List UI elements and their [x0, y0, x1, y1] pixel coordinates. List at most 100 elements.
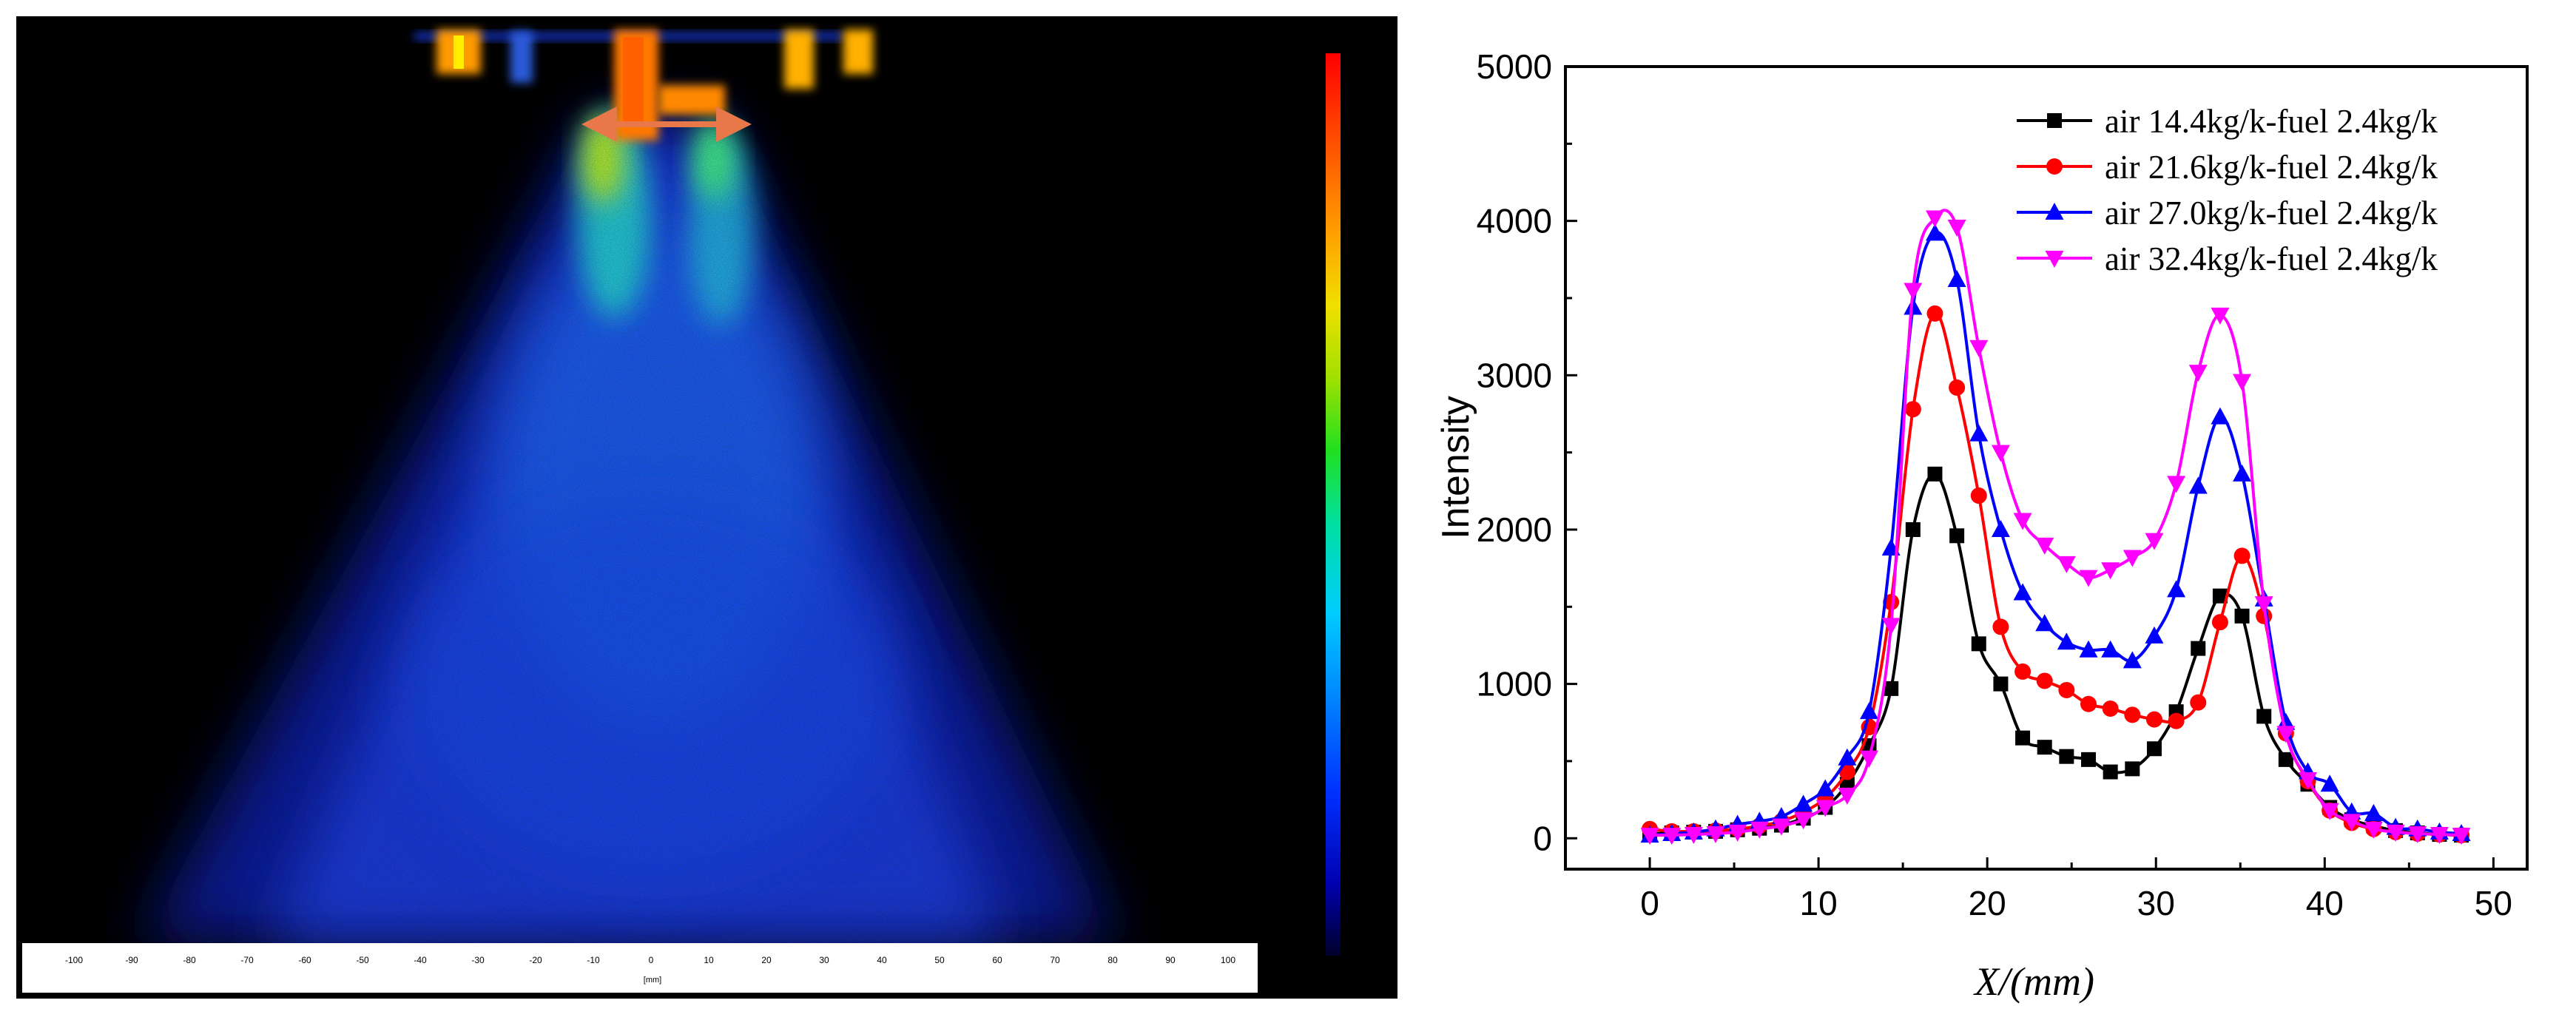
data-point — [2211, 614, 2228, 631]
image-x-tick-label: -10 — [587, 955, 600, 965]
colorbar-tick-label: 4750 — [1346, 95, 1366, 105]
data-point — [1904, 401, 1921, 418]
data-point — [2146, 741, 2162, 757]
colorbar — [1326, 53, 1341, 956]
data-point — [2386, 824, 2405, 842]
data-point — [2233, 547, 2250, 564]
data-point — [1904, 283, 1923, 300]
y-tick-label: 4000 — [1477, 202, 1552, 240]
series-2 — [1642, 305, 2470, 844]
data-point — [2101, 562, 2120, 580]
data-point — [2364, 821, 2383, 839]
data-point — [1884, 681, 1899, 696]
image-y-tick-label: -10 — [1261, 757, 1275, 768]
image-y-tick-label: 45 — [1261, 439, 1272, 449]
data-point — [1993, 676, 2009, 692]
spray-heatmap: 1151101051009590858075706560555045403530… — [22, 22, 1383, 993]
colorbar-tick-label: 1250 — [1346, 731, 1366, 741]
data-point — [1838, 748, 1857, 766]
colorbar-tick-label: 5000 — [1346, 50, 1366, 60]
image-y-tick-label: -15 — [1261, 786, 1275, 797]
data-point — [2013, 513, 2032, 530]
colorbar-tick-label: 4000 — [1346, 231, 1366, 241]
data-point — [1860, 750, 1879, 768]
intensity-line-chart: 0 10 20 30 40 50 0 1000 2000 3000 4000 5000 air 14.… — [1406, 0, 2576, 1019]
legend-marker — [2045, 203, 2064, 220]
data-point — [1750, 821, 1769, 839]
series-line — [1650, 209, 2462, 837]
image-x-tick-label: 40 — [877, 955, 887, 965]
data-point — [2276, 726, 2296, 743]
image-y-tick-label: 20 — [1261, 584, 1272, 594]
chart-legend: air 14.4kg/k-fuel 2.4kg/k air 21.6kg/k-fu… — [2017, 103, 2438, 277]
data-point — [1991, 445, 2010, 462]
data-point — [2080, 695, 2097, 712]
data-point — [2342, 814, 2361, 831]
data-point — [1925, 223, 1944, 241]
data-point — [2079, 570, 2098, 587]
colorbar-tick-label: 500 — [1346, 867, 1361, 877]
x-tick-label: 50 — [2475, 884, 2512, 922]
x-tick-label: 0 — [1640, 884, 1659, 922]
image-x-tick-label: -30 — [471, 955, 485, 965]
image-x-tick-label: 60 — [992, 955, 1002, 965]
x-tick-label: 40 — [2306, 884, 2344, 922]
colorbar-tick-label: 2500 — [1346, 504, 1366, 514]
data-point — [1969, 424, 1989, 442]
data-point — [1815, 779, 1835, 797]
data-point — [1949, 379, 1966, 396]
data-point — [2015, 730, 2031, 746]
data-point — [1969, 340, 1989, 357]
data-point — [2013, 583, 2032, 601]
image-y-tick-label: 75 — [1261, 265, 1272, 275]
data-point — [2233, 464, 2252, 482]
image-y-tick-label: -5 — [1261, 729, 1270, 739]
colorbar-ticks: 5000 4750 4500 4250 4000 3750 3500 3250 3000 2750… — [1341, 50, 1366, 922]
image-y-tick-label: -30 — [1261, 874, 1275, 884]
legend-marker — [2047, 113, 2062, 128]
image-x-tick-label: 70 — [1050, 955, 1060, 965]
data-point — [2278, 752, 2293, 767]
legend-label: air 27.0kg/k-fuel 2.4kg/k — [2105, 195, 2438, 232]
data-point — [2320, 774, 2339, 792]
x-axis-label: X/(mm) — [1973, 959, 2094, 1004]
colorbar-tick-label: 250 — [1346, 912, 1361, 922]
image-x-tick-label: 10 — [704, 955, 714, 965]
y-axis-label: Intensity — [1434, 396, 1477, 539]
data-point — [2036, 672, 2053, 689]
data-point — [2188, 476, 2208, 494]
legend-entry: air 32.4kg/k-fuel 2.4kg/k — [2017, 240, 2438, 277]
data-point — [1991, 519, 2010, 537]
data-point — [2122, 651, 2142, 669]
data-point — [2102, 700, 2119, 717]
data-point — [2037, 740, 2052, 755]
colorbar-tick-label: 2250 — [1346, 549, 1366, 559]
data-point — [1728, 824, 1747, 842]
data-point — [1838, 763, 1855, 780]
data-point — [2057, 632, 2076, 650]
plot-frame — [1564, 65, 2529, 871]
x-tick-label: 30 — [2137, 884, 2175, 922]
data-point — [1927, 466, 1943, 482]
data-point — [1706, 826, 1725, 844]
data-point — [2430, 827, 2449, 845]
data-point — [1838, 787, 1857, 805]
image-y-tick-label: 70 — [1261, 294, 1272, 304]
data-point — [1971, 636, 1986, 652]
image-y-tick-label: 35 — [1261, 497, 1272, 507]
image-x-axis-unit: [mm] — [644, 976, 661, 985]
image-x-tick-label: -50 — [356, 955, 369, 965]
data-point — [2167, 580, 2186, 598]
image-y-tick-label: 105 — [1261, 91, 1276, 101]
data-point — [2299, 772, 2318, 789]
series-3 — [1640, 223, 2471, 843]
image-x-tick-label: 80 — [1107, 955, 1118, 965]
image-x-tick-label: -80 — [183, 955, 196, 965]
image-y-tick-label: 40 — [1261, 467, 1272, 478]
image-y-tick-label: 100 — [1261, 120, 1276, 130]
image-y-tick-label: 25 — [1261, 555, 1272, 565]
colorbar-tick-label: 3750 — [1346, 277, 1366, 287]
image-x-tick-label: -20 — [529, 955, 542, 965]
data-point — [1881, 618, 1901, 635]
spray-plume — [22, 22, 1258, 943]
